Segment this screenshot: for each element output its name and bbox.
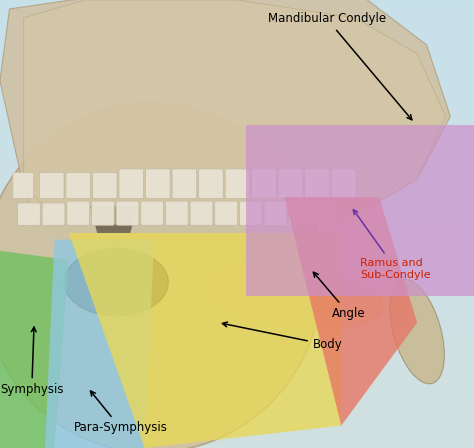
Ellipse shape	[205, 263, 383, 329]
FancyBboxPatch shape	[141, 201, 164, 225]
FancyBboxPatch shape	[39, 172, 64, 198]
Text: Ramus and
Sub-Condyle: Ramus and Sub-Condyle	[353, 210, 431, 280]
FancyBboxPatch shape	[225, 169, 250, 198]
FancyBboxPatch shape	[239, 201, 262, 225]
Ellipse shape	[64, 249, 168, 316]
Polygon shape	[24, 0, 446, 224]
Polygon shape	[0, 251, 69, 448]
FancyBboxPatch shape	[215, 201, 237, 225]
Polygon shape	[90, 206, 137, 233]
FancyBboxPatch shape	[264, 201, 287, 225]
Polygon shape	[246, 125, 474, 296]
Polygon shape	[284, 197, 417, 426]
FancyBboxPatch shape	[313, 201, 336, 225]
Text: Angle: Angle	[313, 272, 365, 320]
Text: Mandibular Condyle: Mandibular Condyle	[268, 12, 412, 120]
FancyBboxPatch shape	[18, 203, 40, 225]
FancyBboxPatch shape	[92, 172, 117, 198]
FancyBboxPatch shape	[165, 201, 188, 225]
Text: Symphysis: Symphysis	[0, 327, 64, 396]
FancyBboxPatch shape	[42, 203, 65, 225]
FancyBboxPatch shape	[172, 169, 197, 198]
FancyBboxPatch shape	[13, 172, 34, 198]
FancyBboxPatch shape	[289, 201, 311, 225]
FancyBboxPatch shape	[252, 169, 276, 198]
Polygon shape	[69, 233, 341, 448]
FancyBboxPatch shape	[119, 169, 144, 198]
FancyBboxPatch shape	[116, 201, 139, 225]
FancyBboxPatch shape	[305, 169, 329, 198]
Ellipse shape	[390, 279, 444, 384]
FancyBboxPatch shape	[146, 169, 170, 198]
FancyBboxPatch shape	[278, 169, 303, 198]
Text: Body: Body	[222, 322, 343, 352]
FancyBboxPatch shape	[190, 201, 213, 225]
FancyBboxPatch shape	[67, 201, 90, 225]
Ellipse shape	[0, 103, 322, 448]
Polygon shape	[45, 240, 154, 448]
FancyBboxPatch shape	[199, 169, 223, 198]
FancyBboxPatch shape	[331, 169, 356, 198]
FancyBboxPatch shape	[91, 201, 114, 225]
Polygon shape	[0, 0, 450, 215]
Text: Para-Symphysis: Para-Symphysis	[73, 391, 167, 435]
FancyBboxPatch shape	[66, 172, 91, 198]
